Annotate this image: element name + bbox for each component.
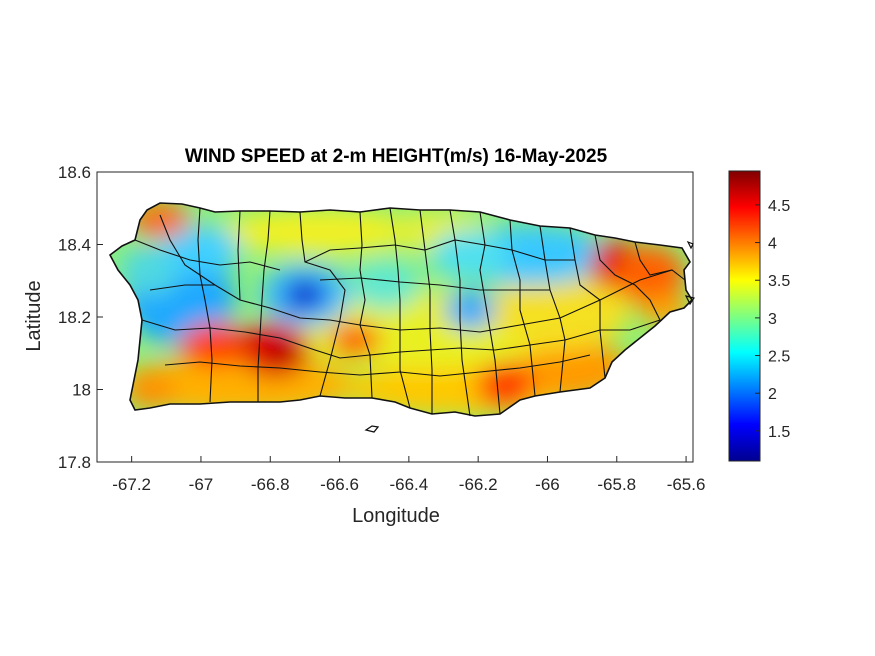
y-tick-label: 18.6 bbox=[58, 163, 91, 182]
x-axis-label: Longitude bbox=[352, 505, 440, 527]
x-tick-label: -66.6 bbox=[320, 475, 359, 494]
y-axis-ticks: 17.8 18 18.2 18.4 18.6 bbox=[58, 163, 103, 472]
colorbar-ticks: 1.5 2 2.5 3 3.5 4 4.5 bbox=[755, 198, 790, 441]
colorbar-tick-label: 2 bbox=[768, 386, 777, 403]
colorbar-tick-label: 1.5 bbox=[768, 424, 790, 441]
x-tick-label: -66.8 bbox=[251, 475, 290, 494]
colorbar-tick-label: 4 bbox=[768, 236, 777, 253]
colorbar-tick-label: 4.5 bbox=[768, 198, 790, 215]
map-title: WIND SPEED at 2-m HEIGHT(m/s) 16-May-202… bbox=[185, 146, 608, 167]
x-tick-label: -66.4 bbox=[389, 475, 428, 494]
colorbar-tick-label: 3.5 bbox=[768, 273, 790, 290]
colorbar bbox=[728, 170, 761, 462]
y-tick-label: 18.2 bbox=[58, 308, 91, 327]
y-tick-label: 18.4 bbox=[58, 236, 91, 255]
y-tick-label: 17.8 bbox=[58, 453, 91, 472]
x-tick-label: -66.2 bbox=[459, 475, 498, 494]
x-tick-label: -65.8 bbox=[597, 475, 636, 494]
colorbar-tick-label: 2.5 bbox=[768, 349, 790, 366]
x-axis-ticks: -67.2 -67 -66.8 -66.6 -66.4 -66.2 -66 -65.8 -65.… bbox=[112, 456, 705, 494]
x-tick-label: -67.2 bbox=[112, 475, 151, 494]
x-tick-label: -67 bbox=[189, 475, 214, 494]
islet-east bbox=[684, 295, 695, 306]
y-axis-label: Latitude bbox=[23, 280, 45, 351]
islet-caja-de-muerto bbox=[364, 425, 380, 433]
x-tick-label: -66 bbox=[535, 475, 560, 494]
municipality-boundaries bbox=[134, 207, 686, 417]
islet-northeast bbox=[686, 240, 694, 250]
x-tick-label: -65.6 bbox=[667, 475, 706, 494]
y-tick-label: 18 bbox=[72, 381, 91, 400]
colorbar-tick-label: 3 bbox=[768, 311, 777, 328]
